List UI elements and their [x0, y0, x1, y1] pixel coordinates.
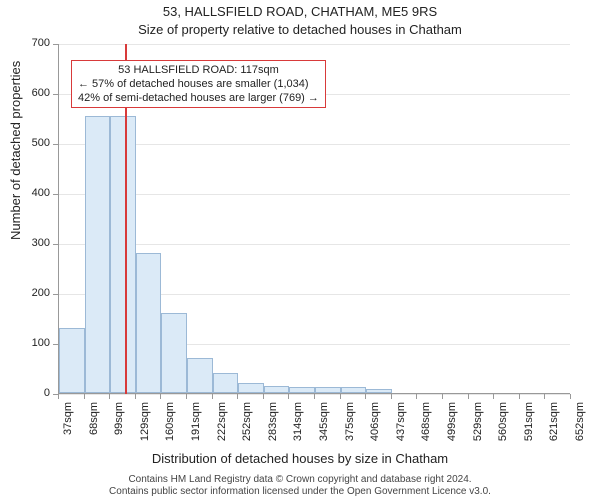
x-tick-label: 437sqm [395, 402, 407, 452]
x-tick-label: 99sqm [113, 402, 125, 452]
histogram-bar [315, 387, 341, 393]
x-tick-mark [263, 394, 264, 399]
x-tick-label: 68sqm [88, 402, 100, 452]
y-tick-mark [53, 244, 58, 245]
histogram-bar [161, 313, 187, 393]
y-axis-label: Number of detached properties [8, 61, 23, 240]
y-tick-mark [53, 44, 58, 45]
y-tick-label: 200 [22, 287, 50, 299]
x-tick-mark [416, 394, 417, 399]
footer-line-1: Contains HM Land Registry data © Crown c… [0, 474, 600, 486]
y-tick-mark [53, 344, 58, 345]
y-tick-label: 700 [22, 37, 50, 49]
annotation-line: 53 HALLSFIELD ROAD: 117sqm [78, 63, 319, 77]
x-tick-label: 37sqm [62, 402, 74, 452]
x-tick-mark [365, 394, 366, 399]
title-sub: Size of property relative to detached ho… [0, 22, 600, 37]
x-tick-mark [288, 394, 289, 399]
y-tick-mark [53, 194, 58, 195]
figure-container: 53, HALLSFIELD ROAD, CHATHAM, ME5 9RS Si… [0, 0, 600, 500]
x-tick-label: 406sqm [369, 402, 381, 452]
gridline-h [59, 44, 570, 45]
histogram-bar [136, 253, 162, 393]
x-tick-label: 345sqm [318, 402, 330, 452]
annotation-box: 53 HALLSFIELD ROAD: 117sqm← 57% of detac… [71, 60, 326, 108]
y-tick-label: 600 [22, 87, 50, 99]
x-tick-mark [84, 394, 85, 399]
histogram-bar [366, 389, 392, 393]
x-tick-mark [186, 394, 187, 399]
x-tick-mark [237, 394, 238, 399]
x-tick-mark [570, 394, 571, 399]
histogram-bar [264, 386, 290, 394]
x-tick-label: 129sqm [139, 402, 151, 452]
x-tick-mark [519, 394, 520, 399]
x-tick-mark [135, 394, 136, 399]
title-main: 53, HALLSFIELD ROAD, CHATHAM, ME5 9RS [0, 4, 600, 19]
y-tick-label: 100 [22, 337, 50, 349]
y-tick-label: 0 [22, 387, 50, 399]
x-tick-label: 591sqm [523, 402, 535, 452]
x-tick-label: 499sqm [446, 402, 458, 452]
annotation-line: 42% of semi-detached houses are larger (… [78, 91, 319, 105]
y-tick-mark [53, 294, 58, 295]
x-tick-label: 375sqm [344, 402, 356, 452]
x-tick-mark [391, 394, 392, 399]
x-tick-mark [212, 394, 213, 399]
x-tick-mark [58, 394, 59, 399]
y-tick-mark [53, 144, 58, 145]
histogram-bar [187, 358, 213, 393]
x-tick-mark [160, 394, 161, 399]
x-tick-mark [468, 394, 469, 399]
x-tick-label: 621sqm [548, 402, 560, 452]
x-tick-label: 252sqm [241, 402, 253, 452]
histogram-bar [110, 116, 136, 394]
x-tick-mark [109, 394, 110, 399]
figure-footer: Contains HM Land Registry data © Crown c… [0, 474, 600, 498]
x-tick-mark [493, 394, 494, 399]
x-axis-label: Distribution of detached houses by size … [0, 451, 600, 466]
x-tick-label: 283sqm [267, 402, 279, 452]
histogram-bar [85, 116, 111, 394]
y-tick-label: 400 [22, 187, 50, 199]
annotation-line: ← 57% of detached houses are smaller (1,… [78, 77, 319, 91]
x-tick-mark [544, 394, 545, 399]
x-tick-label: 314sqm [292, 402, 304, 452]
histogram-bar [213, 373, 239, 393]
plot-area: 53 HALLSFIELD ROAD: 117sqm← 57% of detac… [58, 44, 570, 394]
x-tick-label: 222sqm [216, 402, 228, 452]
x-tick-label: 468sqm [420, 402, 432, 452]
histogram-bar [341, 387, 367, 393]
histogram-bar [238, 383, 264, 393]
x-tick-label: 652sqm [574, 402, 586, 452]
y-tick-mark [53, 94, 58, 95]
x-tick-label: 160sqm [164, 402, 176, 452]
footer-line-2: Contains public sector information licen… [0, 486, 600, 498]
x-tick-mark [340, 394, 341, 399]
y-tick-label: 300 [22, 237, 50, 249]
x-tick-mark [314, 394, 315, 399]
histogram-bar [59, 328, 85, 393]
x-tick-label: 560sqm [497, 402, 509, 452]
x-tick-label: 191sqm [190, 402, 202, 452]
x-tick-label: 529sqm [472, 402, 484, 452]
x-tick-mark [442, 394, 443, 399]
histogram-bar [289, 387, 315, 393]
y-tick-label: 500 [22, 137, 50, 149]
